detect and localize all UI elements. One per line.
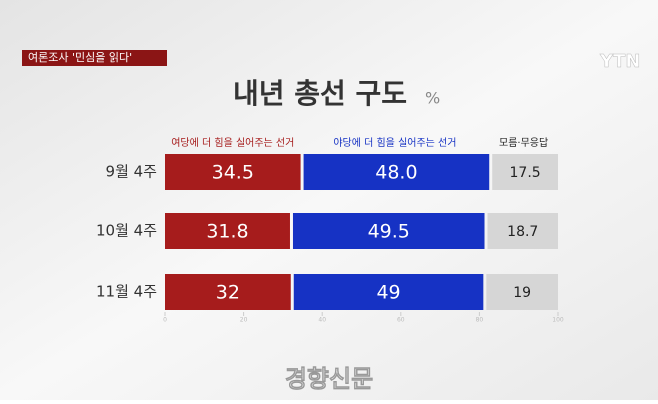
value-label: 18.7 — [507, 224, 538, 240]
bar-segment — [292, 213, 485, 249]
legend-label: 모름·무응답 — [499, 137, 548, 149]
bar-segment — [165, 213, 290, 249]
logo: YTN — [599, 51, 640, 72]
x-tick-label: 0 — [163, 317, 167, 324]
banner-box — [22, 50, 167, 66]
value-label: 49.5 — [368, 221, 410, 243]
value-label: 49 — [376, 282, 400, 304]
bar-segment — [165, 274, 291, 310]
bar-segment — [165, 154, 301, 190]
value-label: 17.5 — [510, 165, 541, 181]
legend-label: 여당에 더 힘을 실어주는 선거 — [171, 137, 294, 149]
value-label: 19 — [513, 285, 531, 301]
category-label: 10월 4주 — [96, 222, 157, 240]
x-tick-label: 100 — [552, 317, 564, 324]
x-tick-label: 80 — [476, 317, 484, 324]
bar-segment — [293, 274, 484, 310]
bar-segment — [492, 154, 558, 190]
category-label: 11월 4주 — [96, 283, 157, 301]
x-tick-label: 60 — [397, 317, 405, 324]
x-tick-label: 20 — [240, 317, 248, 324]
unit: % — [425, 89, 440, 108]
value-label: 48.0 — [375, 162, 417, 184]
value-label: 32 — [216, 282, 240, 304]
category-label: 9월 4주 — [106, 163, 157, 181]
watermark: 경향신문 — [285, 365, 373, 393]
value-label: 31.8 — [206, 221, 248, 243]
chart-title: 내년 총선 구도 — [233, 77, 407, 110]
x-tick-label: 40 — [318, 317, 326, 324]
value-label: 34.5 — [212, 162, 254, 184]
legend-label: 야당에 더 힘을 실어주는 선거 — [333, 137, 456, 149]
bar-segment — [487, 213, 558, 249]
banner: 여론조사 '민심을 읽다' — [28, 51, 132, 64]
bar-segment — [303, 154, 490, 190]
bar-segment — [486, 274, 558, 310]
